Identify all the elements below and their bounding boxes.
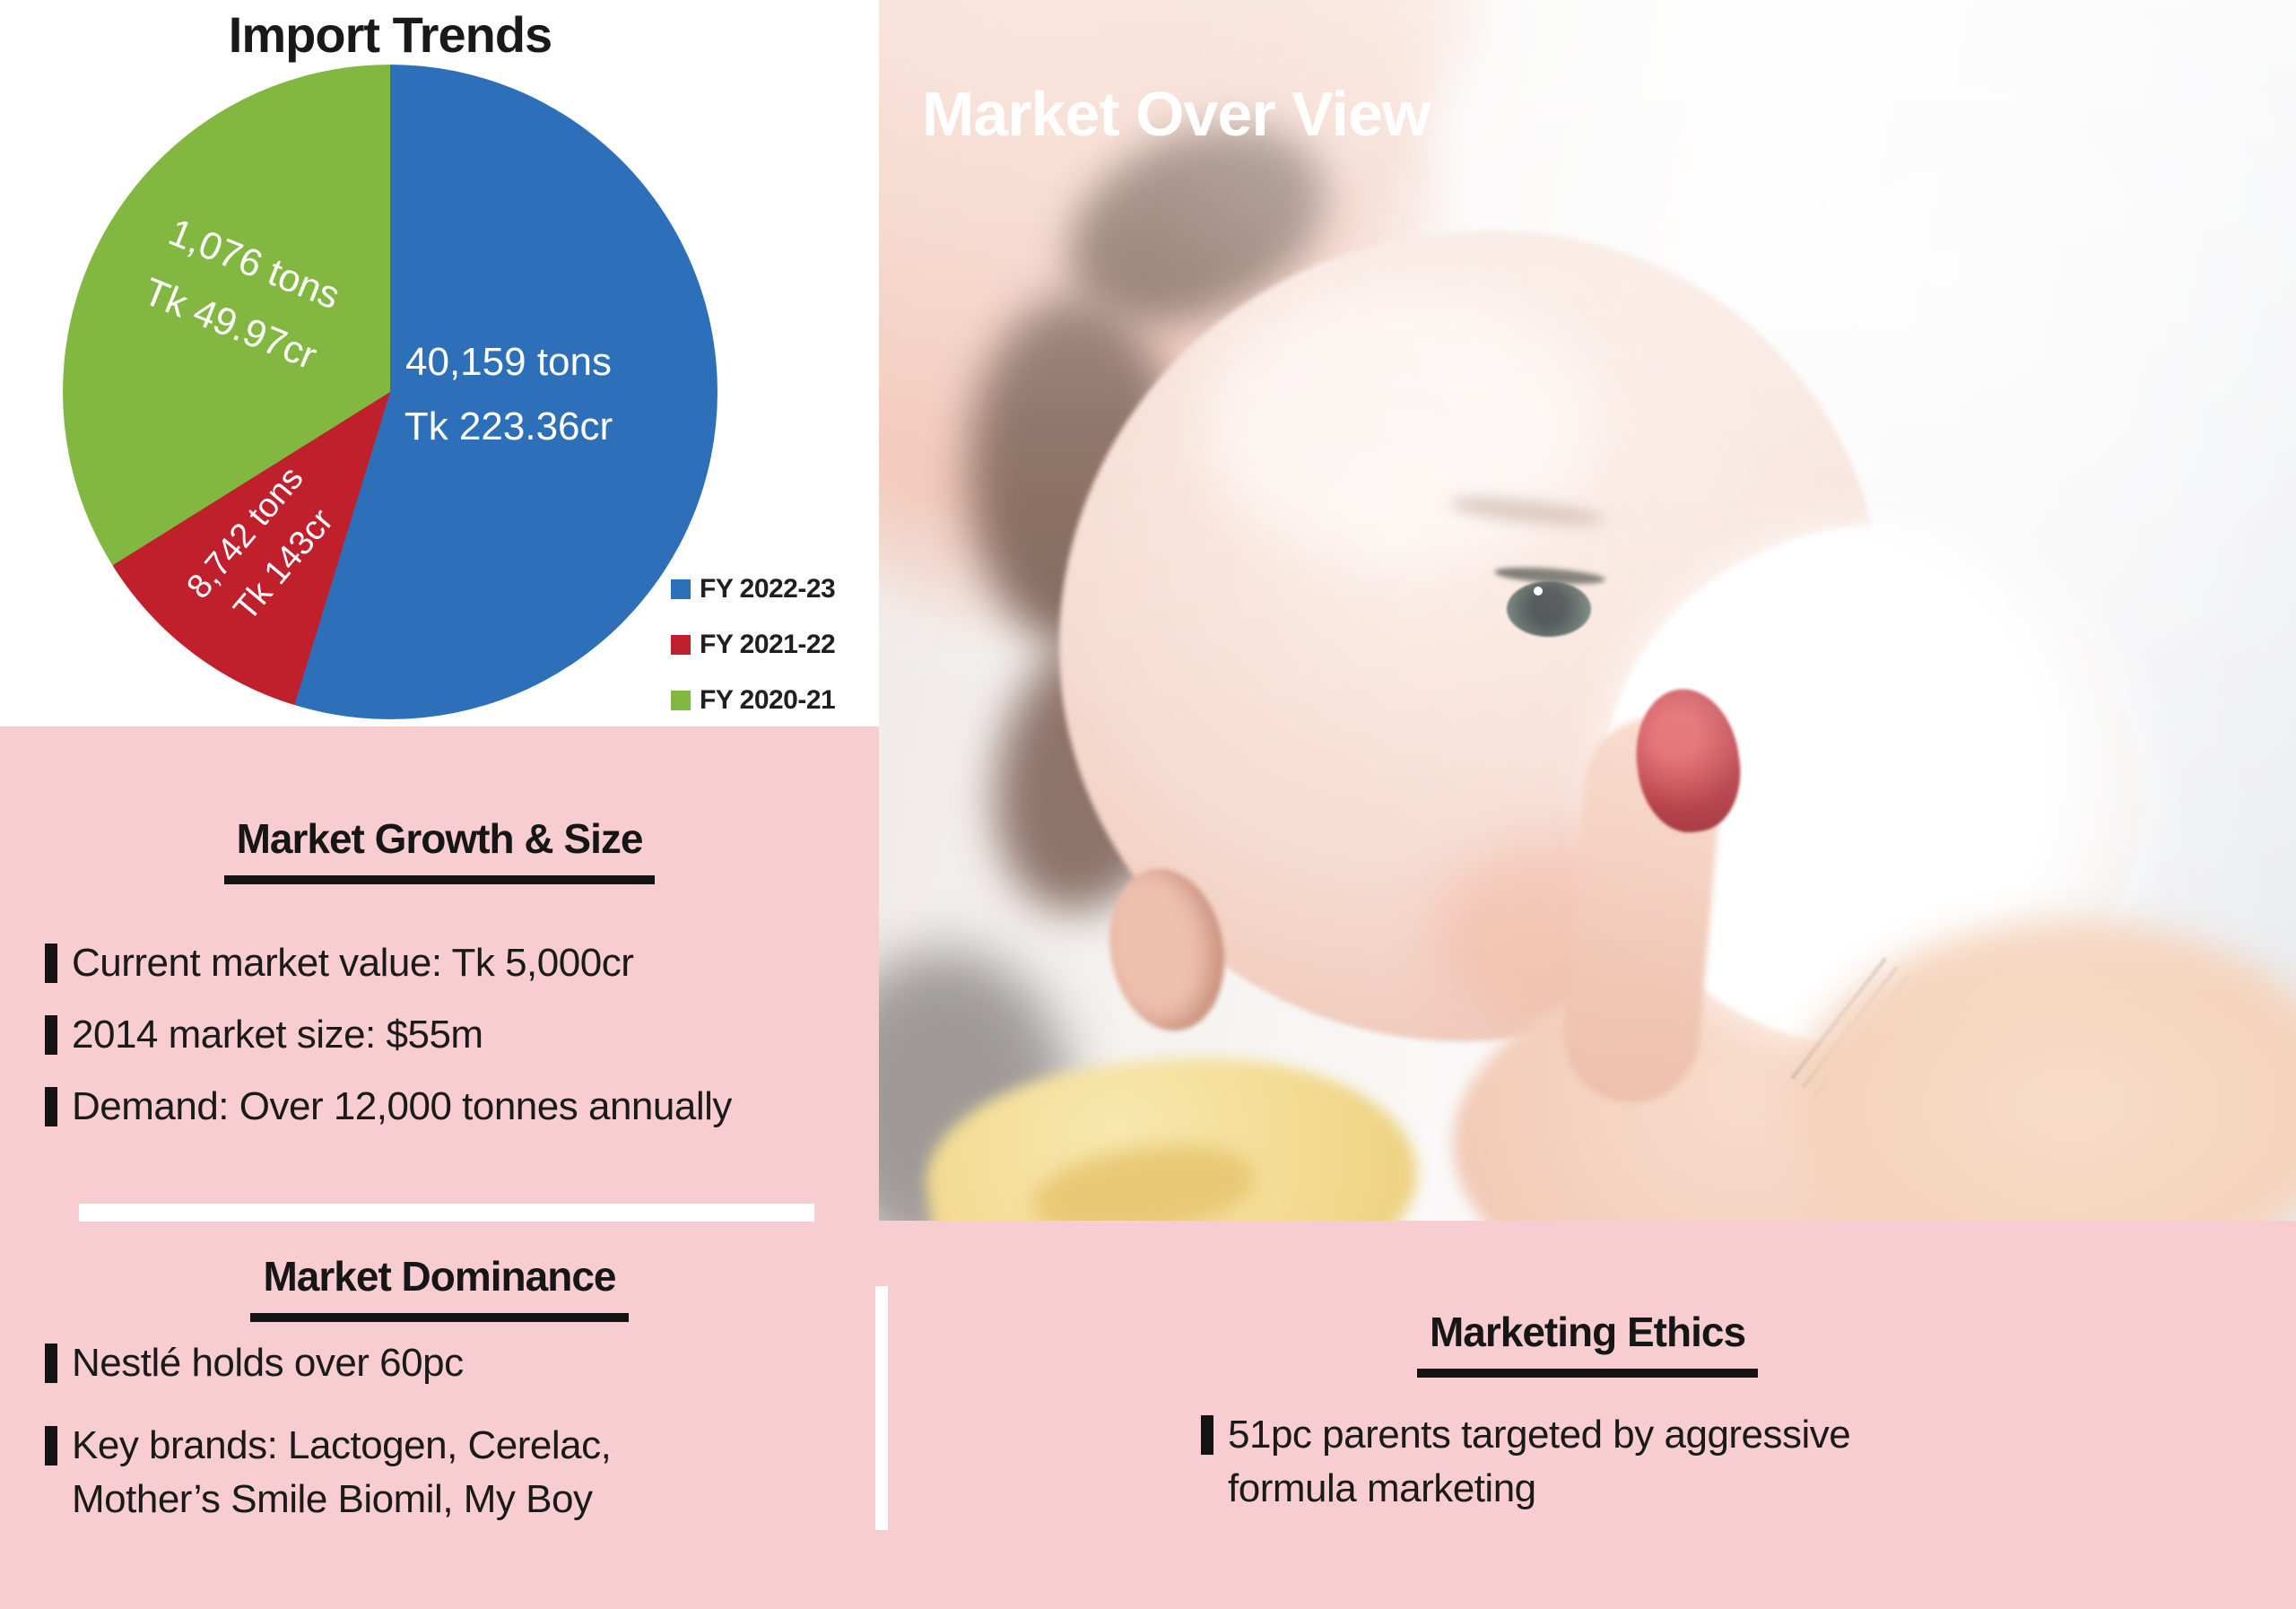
- bullet-bar-icon: [45, 1015, 57, 1055]
- legend-item: FY 2020-21: [671, 682, 836, 719]
- legend-label: FY 2021-22: [700, 630, 836, 659]
- light-veil-overlay: [879, 0, 2296, 1221]
- pie-legend: FY 2022-23 FY 2021-22 FY 2020-21: [671, 570, 836, 737]
- bullet-bar-icon: [45, 1344, 57, 1383]
- legend-label: FY 2022-23: [700, 574, 836, 604]
- pie-label-fy2022-23: 40,159 tons Tk 223.36cr: [361, 330, 657, 459]
- legend-label: FY 2020-21: [700, 685, 836, 715]
- legend-swatch-green: [671, 691, 691, 710]
- bullet-item: 2014 market size: $55m: [45, 1008, 732, 1062]
- legend-swatch-blue: [671, 579, 691, 599]
- section-heading-ethics: Marketing Ethics: [879, 1308, 2296, 1378]
- horizontal-divider: [79, 1204, 814, 1222]
- bullet-item: Nestlé holds over 60pc: [45, 1336, 611, 1390]
- bullet-text: Key brands: Lactogen, Cerelac, Mother’s …: [72, 1423, 612, 1521]
- bullet-bar-icon: [45, 1426, 57, 1465]
- bullet-bar-icon: [1201, 1415, 1213, 1455]
- bullet-bar-icon: [45, 944, 57, 983]
- dominance-bullets: Nestlé holds over 60pc Key brands: Lacto…: [45, 1336, 612, 1544]
- heading-text: Market Growth & Size: [223, 814, 656, 884]
- bullet-text: Current market value: Tk 5,000cr: [72, 941, 634, 985]
- pie-label-value: Tk 223.36cr: [404, 404, 613, 448]
- heading-text: Market Dominance: [250, 1252, 629, 1322]
- legend-item: FY 2021-22: [671, 626, 836, 664]
- heading-text: Marketing Ethics: [1416, 1308, 1759, 1378]
- bullet-bar-icon: [45, 1087, 57, 1126]
- bullet-item: 51pc parents targeted by aggressive form…: [1201, 1408, 1851, 1516]
- pie-chart: [63, 65, 718, 719]
- vertical-divider: [875, 1286, 888, 1530]
- pie-label-tons: 40,159 tons: [405, 340, 612, 384]
- section-heading-dominance: Market Dominance: [0, 1252, 879, 1322]
- legend-item: FY 2022-23: [671, 570, 836, 608]
- bullet-text: 51pc parents targeted by aggressive form…: [1228, 1413, 1851, 1510]
- bullet-text: Demand: Over 12,000 tonnes annually: [72, 1084, 732, 1128]
- growth-bullets: Current market value: Tk 5,000cr 2014 ma…: [45, 936, 732, 1152]
- market-overview-banner: Market Over View: [922, 79, 1431, 149]
- bullet-text: 2014 market size: $55m: [72, 1013, 483, 1057]
- baby-photo: [879, 0, 2296, 1221]
- bullet-item: Key brands: Lactogen, Cerelac, Mother’s …: [45, 1419, 612, 1526]
- legend-swatch-red: [671, 635, 691, 655]
- bullet-text: Nestlé holds over 60pc: [72, 1341, 464, 1385]
- ethics-bullets: 51pc parents targeted by aggressive form…: [1201, 1408, 1851, 1534]
- bullet-item: Demand: Over 12,000 tonnes annually: [45, 1080, 732, 1134]
- chart-title: Import Trends: [228, 6, 552, 63]
- import-trends-panel: Import Trends 40,159 tons Tk 223.36cr 1,…: [0, 0, 879, 726]
- bullet-item: Current market value: Tk 5,000cr: [45, 936, 732, 990]
- section-heading-growth: Market Growth & Size: [0, 814, 879, 884]
